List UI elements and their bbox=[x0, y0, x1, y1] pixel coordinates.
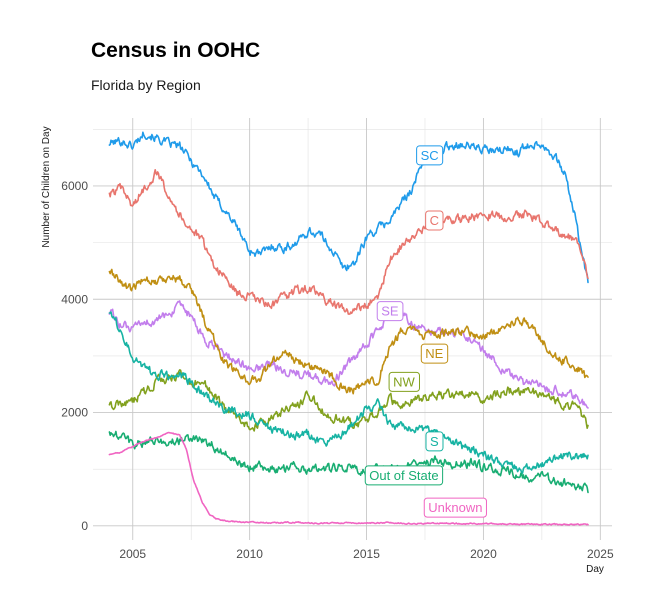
series-lines bbox=[108, 131, 589, 526]
series-labels: SC C SE NE NW S Out of State Unknown bbox=[364, 145, 487, 518]
series-label-out-of-state: Out of State bbox=[364, 465, 444, 486]
series-label-unknown: Unknown bbox=[423, 497, 487, 518]
series-label-box bbox=[388, 371, 420, 392]
series-label-text: S bbox=[430, 434, 439, 449]
y-tick-label: 0 bbox=[81, 519, 88, 533]
series-label-box bbox=[423, 497, 487, 518]
series-label-text: Out of State bbox=[369, 468, 438, 483]
series-label-text: C bbox=[430, 213, 439, 228]
series-line-unknown bbox=[108, 431, 589, 526]
series-label-text: Unknown bbox=[428, 500, 482, 515]
chart-title: Census in OOHC bbox=[91, 39, 260, 62]
series-label-text: NW bbox=[393, 374, 415, 389]
series-label-box bbox=[376, 301, 404, 322]
series-label-text: SE bbox=[381, 304, 399, 319]
series-line-out-of-state bbox=[108, 430, 589, 494]
grid-lines bbox=[93, 118, 612, 540]
x-tick-label: 2015 bbox=[353, 547, 380, 561]
series-line-ne bbox=[108, 268, 589, 395]
series-label-box bbox=[416, 145, 444, 166]
y-tick-label: 6000 bbox=[61, 179, 88, 193]
series-label-box bbox=[425, 431, 444, 452]
series-line-nw bbox=[108, 369, 589, 432]
x-tick-label: 2005 bbox=[119, 547, 146, 561]
y-axis-title: Number of Children on Day bbox=[41, 126, 52, 247]
series-label-text: SC bbox=[421, 148, 439, 163]
series-label-sc: SC bbox=[416, 145, 444, 166]
x-tick-label: 2010 bbox=[236, 547, 263, 561]
series-label-s: S bbox=[425, 431, 444, 452]
series-line-se bbox=[108, 300, 589, 409]
series-label-ne: NE bbox=[420, 343, 449, 364]
y-tick-label: 2000 bbox=[61, 406, 88, 420]
series-label-box bbox=[420, 343, 449, 364]
series-label-box bbox=[425, 210, 444, 231]
y-axis-ticks: 0 2000 4000 6000 bbox=[61, 179, 88, 533]
series-line-s bbox=[108, 311, 589, 475]
x-axis-ticks: 2005 2010 2015 2020 2025 bbox=[119, 547, 614, 561]
series-line-sc bbox=[108, 131, 589, 284]
x-tick-label: 2025 bbox=[587, 547, 614, 561]
chart-subtitle: Florida by Region bbox=[91, 77, 201, 93]
series-label-text: NE bbox=[425, 346, 443, 361]
series-label-nw: NW bbox=[388, 371, 420, 392]
x-tick-label: 2020 bbox=[470, 547, 497, 561]
series-line-c bbox=[108, 169, 589, 315]
series-label-c: C bbox=[425, 210, 444, 231]
series-label-box bbox=[364, 465, 444, 486]
series-label-se: SE bbox=[376, 301, 404, 322]
y-tick-label: 4000 bbox=[61, 292, 88, 306]
x-axis-title: Day bbox=[586, 564, 604, 575]
